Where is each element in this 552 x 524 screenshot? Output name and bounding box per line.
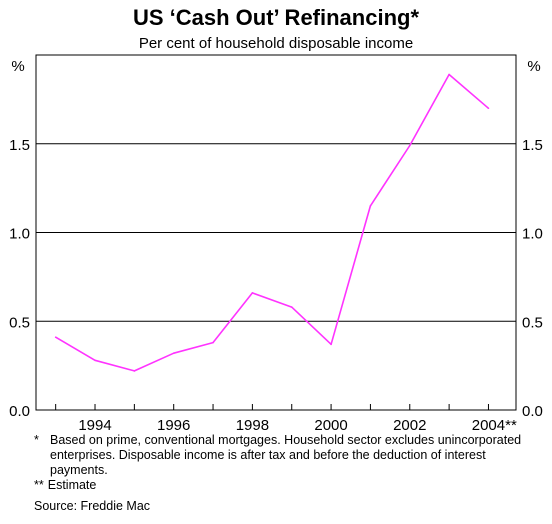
x-tick-label-0: 1994 [78, 417, 111, 434]
x-tick-label-1: 1996 [157, 417, 190, 434]
y-tick-right-3: 1.5 [522, 137, 543, 154]
footnote: * Based on prime, conventional mortgages… [34, 433, 544, 478]
x-tick-label-2: 1998 [236, 417, 269, 434]
x-tick-label-5: 2004** [472, 417, 517, 434]
chart-notes: * Based on prime, conventional mortgages… [34, 433, 544, 514]
grid-lines [36, 143, 516, 322]
data-point-0-11 [487, 107, 490, 110]
data-point-0-0 [54, 336, 57, 339]
y-tick-left-2: 1.0 [9, 226, 30, 243]
data-point-0-3 [172, 352, 175, 355]
estimate-text: Estimate [47, 478, 97, 492]
data-point-0-7 [330, 343, 332, 346]
y-tick-left-0: 0.0 [9, 403, 30, 420]
chart-subtitle: Per cent of household disposable income [139, 35, 413, 52]
y-unit-right: % [527, 58, 540, 75]
series-layer [54, 73, 490, 372]
source-note: Source: Freddie Mac [34, 499, 151, 513]
y-axis-ticks: 0.0 0.0 0.5 0.5 1.0 1.0 1.5 1.5 [9, 137, 543, 420]
footnote-mark: * [34, 433, 39, 447]
data-point-0-5 [251, 292, 254, 294]
y-tick-left-3: 1.5 [9, 137, 30, 154]
x-axis-ticks: 1994 1996 1998 2000 2002 2004** [55, 404, 517, 434]
estimate-mark: ** [34, 478, 44, 492]
data-point-0-9 [408, 144, 411, 147]
series-line-0 [55, 73, 490, 372]
x-tick-label-3: 2000 [314, 417, 347, 434]
y-tick-right-1: 0.5 [522, 314, 543, 331]
data-point-0-1 [94, 359, 96, 362]
estimate-note: ** Estimate [34, 478, 544, 493]
y-tick-left-1: 0.5 [9, 314, 30, 331]
data-point-0-10 [448, 73, 450, 76]
y-tick-right-2: 1.0 [522, 226, 543, 243]
y-unit-left: % [11, 58, 24, 75]
chart-title: US ‘Cash Out’ Refinancing* [133, 5, 419, 30]
data-point-0-8 [369, 205, 372, 207]
data-point-0-6 [290, 306, 293, 308]
footnote-text: Based on prime, conventional mortgages. … [50, 433, 522, 477]
data-point-0-4 [212, 341, 214, 344]
data-point-0-2 [133, 370, 136, 372]
y-tick-right-0: 0.0 [522, 403, 543, 420]
x-tick-label-4: 2002 [393, 417, 426, 434]
